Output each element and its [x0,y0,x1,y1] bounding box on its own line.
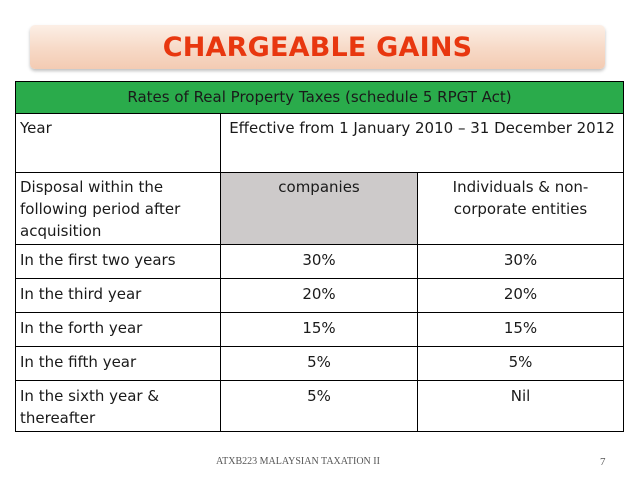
row-period: In the third year [15,278,221,313]
row-period: In the fifth year [15,346,221,381]
table-header-cell: Rates of Real Property Taxes (schedule 5… [15,81,624,114]
table-header-row: Rates of Real Property Taxes (schedule 5… [15,81,624,114]
row-period: In the first two years [15,244,221,279]
table-header: Rates of Real Property Taxes (schedule 5… [127,88,512,106]
row-companies: 15% [220,312,418,347]
row-companies: 20% [220,278,418,313]
row-individuals: 30% [417,244,624,279]
table-row: In the third year 20% 20% [15,278,624,313]
table-row-year: Year Effective from 1 January 2010 – 31 … [15,113,624,173]
slide-footer: ATXB223 MALAYSIAN TAXATION II [216,456,380,467]
col-individuals: Individuals & non-corporate entities [417,172,624,245]
row-individuals: 5% [417,346,624,381]
year-label: Year [15,113,221,173]
effective-period: Effective from 1 January 2010 – 31 Decem… [220,113,624,173]
row-companies: 30% [220,244,418,279]
title-band [30,25,605,69]
table-row: In the first two years 30% 30% [15,244,624,279]
row-period: In the sixth year & thereafter [15,380,221,432]
row-individuals: 20% [417,278,624,313]
row-individuals: Nil [417,380,624,432]
row-companies: 5% [220,380,418,432]
page-number: 7 [600,456,606,468]
table-row: In the fifth year 5% 5% [15,346,624,381]
col-companies: companies [220,172,418,245]
row-companies: 5% [220,346,418,381]
period-label: Disposal within the following period aft… [15,172,221,245]
table-row: In the sixth year & thereafter 5% Nil [15,380,624,432]
table-row-column-headers: Disposal within the following period aft… [15,172,624,245]
rpgt-rates-table: Rates of Real Property Taxes (schedule 5… [15,81,624,432]
row-individuals: 15% [417,312,624,347]
table-row: In the forth year 15% 15% [15,312,624,347]
slide-title: CHARGEABLE GAINS [162,32,473,63]
row-period: In the forth year [15,312,221,347]
